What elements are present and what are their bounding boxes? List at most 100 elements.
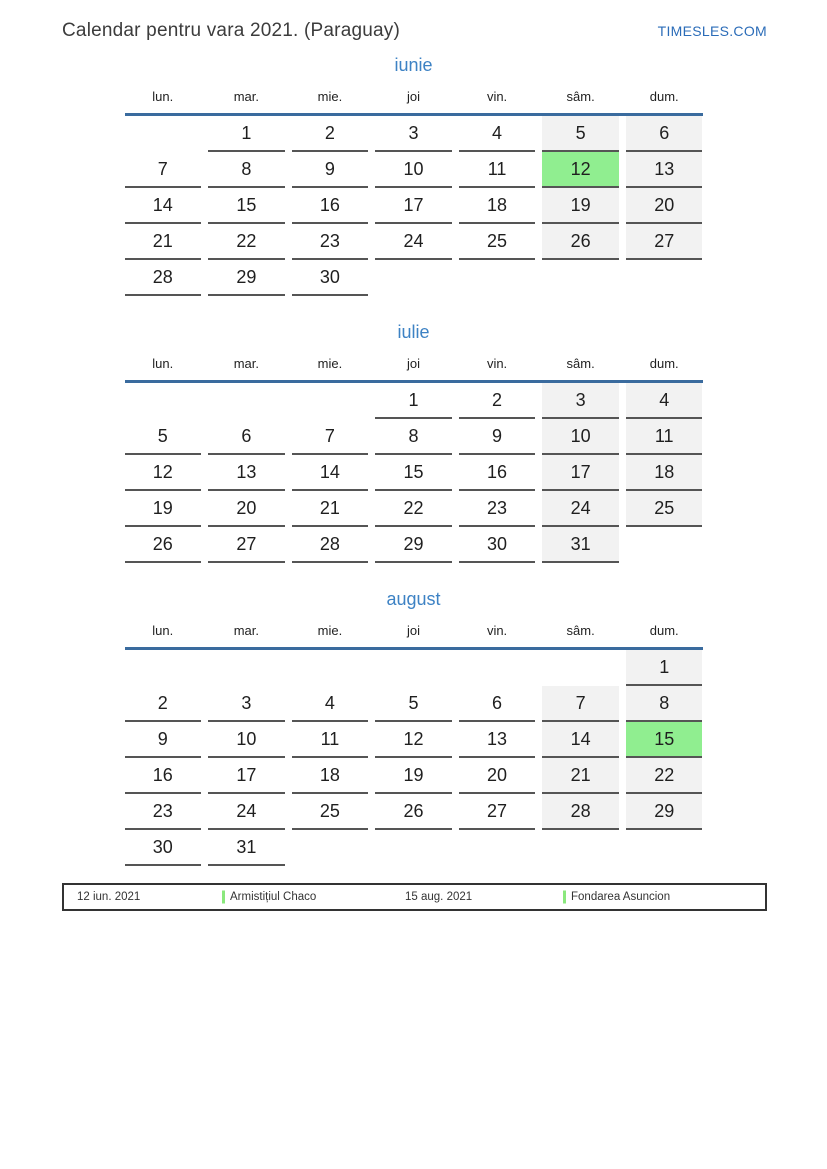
day-cell: 11 [625, 419, 703, 455]
day-cell: 7 [542, 686, 619, 722]
day-cell: 28 [291, 527, 369, 563]
week-row: 7 8 9 10 11 12 13 [124, 152, 703, 188]
holiday-cell: 15 [625, 722, 703, 758]
day-cell: 11 [291, 722, 369, 758]
week-row: 26 27 28 29 30 31 [124, 527, 703, 563]
day-cell: 14 [124, 188, 202, 224]
weekday-header-row: lun. mar. mie. joi vin. sâm. dum. [124, 356, 703, 383]
empty-cell [459, 260, 536, 296]
week-row: 5 6 7 8 9 10 11 [124, 419, 703, 455]
weekday-header: sâm. [566, 623, 595, 638]
weekday-header: mie. [317, 623, 343, 638]
day-cell: 6 [458, 686, 536, 722]
weekday-header: lun. [152, 623, 174, 638]
day-cell: 4 [291, 686, 369, 722]
weekday-header: vin. [486, 623, 508, 638]
day-cell: 22 [375, 491, 452, 527]
day-cell: 23 [458, 491, 536, 527]
week-row: 23 24 25 26 27 28 29 [124, 794, 703, 830]
empty-cell [292, 830, 369, 866]
day-cell: 20 [458, 758, 536, 794]
legend-date: 15 aug. 2021 [405, 891, 473, 903]
site-link[interactable]: TIMESLES.COM [657, 23, 767, 39]
weekday-header: dum. [649, 356, 679, 371]
day-cell: 19 [124, 491, 202, 527]
day-cell: 3 [375, 116, 452, 152]
day-cell: 15 [208, 188, 285, 224]
day-cell: 7 [124, 152, 202, 188]
day-cell: 2 [458, 383, 536, 419]
weekday-header-row: lun. mar. mie. joi vin. sâm. dum. [124, 623, 703, 650]
weekday-header: joi [406, 89, 420, 104]
day-cell: 20 [208, 491, 285, 527]
day-cell: 24 [542, 491, 619, 527]
empty-cell [542, 830, 619, 866]
day-cell: 5 [542, 116, 619, 152]
day-cell: 21 [124, 224, 202, 260]
day-cell: 17 [208, 758, 285, 794]
day-cell: 19 [375, 758, 452, 794]
day-cell: 17 [375, 188, 452, 224]
day-cell: 29 [208, 260, 285, 296]
day-cell: 6 [625, 116, 703, 152]
weekday-header: mar. [233, 89, 259, 104]
empty-cell [375, 650, 452, 686]
week-row: 19 20 21 22 23 24 25 [124, 491, 703, 527]
day-cell: 9 [124, 722, 202, 758]
legend-date: 12 iun. 2021 [77, 891, 141, 903]
day-cell: 31 [208, 830, 285, 866]
day-cell: 10 [208, 722, 285, 758]
weekday-header-row: lun. mar. mie. joi vin. sâm. dum. [124, 89, 703, 116]
empty-cell [626, 260, 703, 296]
day-cell: 8 [375, 419, 452, 455]
day-cell: 1 [625, 650, 703, 686]
day-cell: 23 [124, 794, 202, 830]
day-cell: 19 [542, 188, 619, 224]
empty-cell [125, 383, 202, 419]
day-cell: 28 [542, 794, 619, 830]
holiday-marker-icon [222, 890, 225, 904]
months-container: iunie lun. mar. mie. joi vin. sâm. dum. 1 2 3 4 5 6 7 8… [124, 55, 703, 866]
week-row: 14 15 16 17 18 19 20 [124, 188, 703, 224]
weekday-header: lun. [152, 356, 174, 371]
day-cell: 31 [542, 527, 619, 563]
month-title: iulie [397, 322, 430, 342]
weekday-header: vin. [486, 356, 508, 371]
day-cell: 17 [542, 455, 619, 491]
empty-cell [626, 830, 703, 866]
day-cell: 9 [291, 152, 369, 188]
empty-cell [542, 650, 619, 686]
day-cell: 18 [291, 758, 369, 794]
weekday-header: mar. [233, 356, 259, 371]
day-cell: 5 [124, 419, 202, 455]
day-cell: 8 [625, 686, 703, 722]
day-cell: 14 [542, 722, 619, 758]
day-cell: 28 [124, 260, 202, 296]
month-title: iunie [394, 55, 433, 75]
day-cell: 1 [375, 383, 452, 419]
day-cell: 29 [625, 794, 703, 830]
empty-cell [542, 260, 619, 296]
weekday-header: mie. [317, 89, 343, 104]
day-cell: 1 [208, 116, 285, 152]
day-cell: 15 [375, 455, 452, 491]
month-iulie: iulie lun. mar. mie. joi vin. sâm. dum. 1 2 3 4 5 6 7 8… [124, 322, 703, 563]
day-cell: 29 [375, 527, 452, 563]
weekday-header: sâm. [566, 89, 595, 104]
empty-cell [626, 527, 703, 563]
day-cell: 10 [375, 152, 452, 188]
week-row: 1 [125, 650, 703, 686]
weekday-header: mie. [317, 356, 343, 371]
day-cell: 26 [542, 224, 619, 260]
day-cell: 24 [375, 224, 452, 260]
day-cell: 16 [291, 188, 369, 224]
month-iunie: iunie lun. mar. mie. joi vin. sâm. dum. 1 2 3 4 5 6 7 8… [124, 55, 703, 296]
legend-bar: 12 iun. 2021 Armistițiul Chaco 15 aug. 2… [62, 883, 767, 911]
day-cell: 5 [375, 686, 452, 722]
day-cell: 3 [542, 383, 619, 419]
day-cell: 27 [458, 794, 536, 830]
empty-cell [292, 383, 369, 419]
